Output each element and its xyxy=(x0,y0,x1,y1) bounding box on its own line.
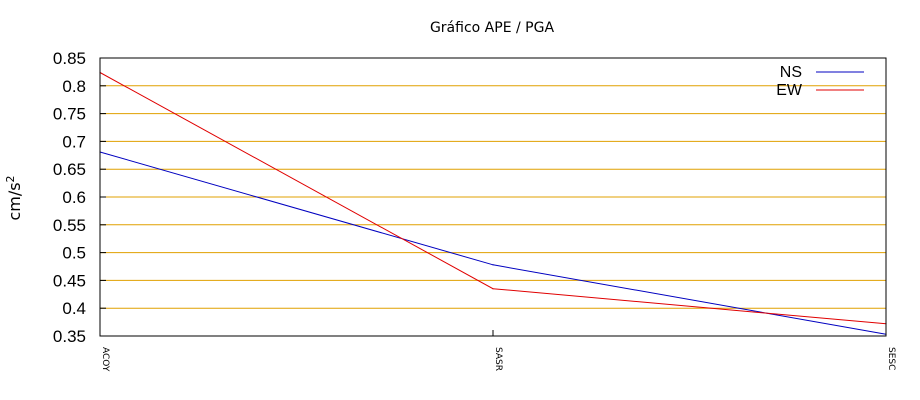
y-tick-label: 0.7 xyxy=(62,132,86,151)
y-tick-label: 0.45 xyxy=(53,271,86,290)
y-tick-label: 0.35 xyxy=(53,327,86,346)
data-point-ew xyxy=(492,288,494,290)
plot-frame xyxy=(99,57,887,337)
y-axis-label-superscript: 2 xyxy=(4,175,17,182)
y-tick-label: 0.5 xyxy=(62,244,86,263)
chart-title: Gráfico APE / PGA xyxy=(430,20,554,36)
y-tick-label: 0.75 xyxy=(53,105,86,124)
x-tick-label: SASR xyxy=(493,347,503,371)
series-line-ns xyxy=(99,151,887,335)
legend-label: EW xyxy=(776,82,803,99)
y-tick-label: 0.6 xyxy=(62,188,86,207)
y-tick-label: 0.65 xyxy=(53,160,86,179)
y-tick-label: 0.8 xyxy=(62,77,86,96)
series-lines xyxy=(99,71,887,335)
x-tick-label: ACOY xyxy=(100,347,110,372)
series-line-ew xyxy=(99,72,887,325)
y-axis-label-base: cm/s xyxy=(5,182,24,220)
y-tick-label: 0.4 xyxy=(62,299,86,318)
data-point-ns xyxy=(492,264,494,266)
y-tick-label: 0.55 xyxy=(53,216,86,235)
grid-lines xyxy=(100,85,886,309)
y-axis-label: cm/s2 xyxy=(4,175,24,220)
legend-label: NS xyxy=(780,64,802,81)
y-tick-label: 0.85 xyxy=(53,49,86,68)
x-tick-label: SESC xyxy=(886,347,896,370)
y-axis-ticks: 0.35 0.4 0.45 0.5 0.55 0.6 0.65 0.7 0.75 0.8 0.85 xyxy=(53,49,106,346)
